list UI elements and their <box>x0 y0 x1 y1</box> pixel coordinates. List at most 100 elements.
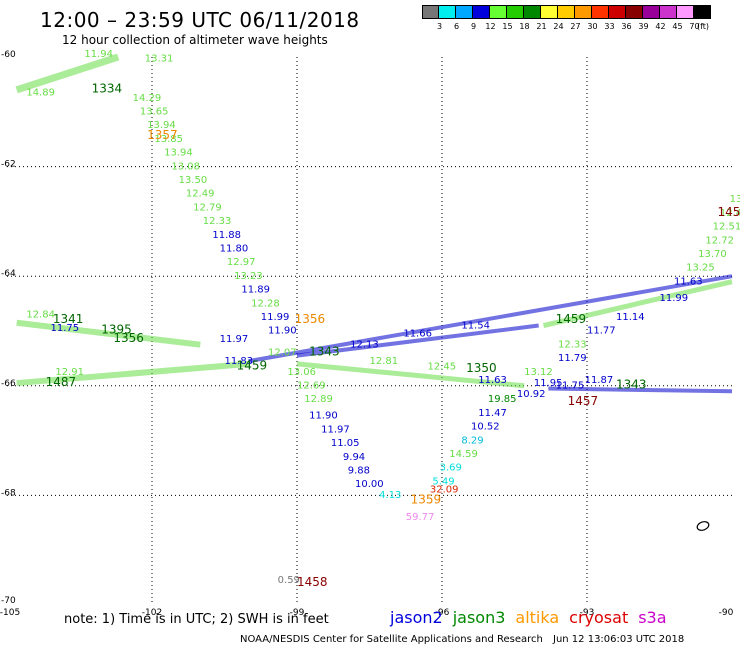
colorbar-swatch <box>456 5 473 19</box>
wave-height-value: 13.08 <box>171 161 200 172</box>
colorbar-swatch <box>558 5 575 19</box>
colorbar-frame <box>422 5 711 19</box>
wave-height-value: 13.50 <box>179 175 208 186</box>
satellite-legend-s3a: s3a <box>638 608 667 627</box>
wave-height-value: 5.49 <box>432 476 454 487</box>
pass-time-label: 1350 <box>466 361 497 375</box>
wave-height-value: 12.49 <box>186 189 215 200</box>
wave-height-value: 11.97 <box>321 424 350 435</box>
wave-height-value: 12.84 <box>26 309 55 320</box>
lon-tick-label: -102 <box>142 608 162 618</box>
satellite-track <box>548 386 733 394</box>
wave-height-value: 13.65 <box>140 107 169 118</box>
colorbar-label: 45 <box>672 22 683 31</box>
wave-height-value: 11.63 <box>674 276 703 287</box>
satellite-track <box>16 319 201 348</box>
satellite-tracks <box>15 53 733 394</box>
wave-height-value: 13.94 <box>147 120 176 131</box>
wave-height-value: 12.33 <box>558 339 587 350</box>
wave-height-value: 11.90 <box>309 411 338 422</box>
wave-height-value: 11.47 <box>478 408 507 419</box>
lat-tick-label: -64 <box>1 269 16 279</box>
pass-time-label: 1357 <box>147 128 178 142</box>
lon-tick-label: -96 <box>435 608 450 618</box>
wave-height-value: 13.12 <box>524 367 553 378</box>
wave-height-value: 11.87 <box>585 375 614 386</box>
wave-height-value: 13.70 <box>698 249 727 260</box>
lat-tick-label: -68 <box>1 488 16 498</box>
lat-tick-label: -60 <box>1 50 16 60</box>
colorbar-swatch <box>439 5 456 19</box>
wave-height-value: 12.44 <box>720 208 740 219</box>
footer-credit: NOAA/NESDIS Center for Satellite Applica… <box>240 634 543 645</box>
wave-height-value: 12.33 <box>203 216 232 227</box>
pass-time-label: 1395 <box>101 323 132 337</box>
colorbar-swatch <box>490 5 507 19</box>
wave-height-value: 10.52 <box>471 422 500 433</box>
lon-tick-label: -99 <box>290 608 305 618</box>
lon-tick-label: -93 <box>580 608 595 618</box>
wave-height-value: 11.75 <box>51 323 80 334</box>
colorbar-label: 21 <box>536 22 547 31</box>
colorbar-label: 18 <box>519 22 530 31</box>
map-title: 12:00 – 23:59 UTC 06/11/2018 <box>40 8 360 32</box>
colorbar-swatch <box>626 5 643 19</box>
wave-height-value: 11.99 <box>261 312 290 323</box>
wave-height-value: 4.13 <box>379 490 401 501</box>
coastline-island <box>696 521 710 531</box>
wave-height-value: 11.97 <box>220 334 249 345</box>
wave-height-value: 11.90 <box>268 326 297 337</box>
pass-time-label: 1343 <box>616 378 647 392</box>
colorbar-unit: (ft) <box>697 22 710 31</box>
map-ticks: -105 -102 -99 -96 -93 -90 -60 -62 -64 -66 -68 -70 <box>0 50 734 618</box>
pass-time-label: 1356 <box>295 312 326 326</box>
map-grid <box>7 57 732 605</box>
colorbar-swatch <box>643 5 660 19</box>
wave-height-value: 12.07 <box>268 348 297 359</box>
colorbar-label: 3 <box>436 22 443 31</box>
colorbar-swatch <box>575 5 592 19</box>
satellite-legend-altika: altika <box>515 608 560 627</box>
satellite-track <box>296 323 539 358</box>
satellite-track <box>542 279 733 328</box>
pass-time-label: 1457 <box>568 394 599 408</box>
wave-height-value: 11.05 <box>331 438 360 449</box>
colorbar-label: 33 <box>604 22 615 31</box>
wave-height-value: 9.94 <box>343 452 365 463</box>
colorbar-swatch <box>609 5 626 19</box>
wave-height-value: 11.95 <box>534 378 563 389</box>
colorbar-swatch <box>660 5 677 19</box>
wave-height-value: 13.23 <box>234 271 263 282</box>
wave-height-value: 11.80 <box>220 244 249 255</box>
wave-height-value: 13.06 <box>287 367 316 378</box>
wave-height-value: 13.85 <box>154 134 183 145</box>
wave-height-value: 3.69 <box>440 463 462 474</box>
wave-height-value: 11.66 <box>403 328 432 339</box>
pass-time-label: 1459 <box>237 358 268 372</box>
wave-height-value: 12.45 <box>428 361 457 372</box>
colorbar-label: 9 <box>470 22 477 31</box>
colorbar-swatch <box>524 5 541 19</box>
map-subtitle: 12 hour collection of altimeter wave hei… <box>62 33 328 47</box>
wave-height-value: 13.25 <box>686 263 715 274</box>
wave-height-value: 12.89 <box>304 394 333 405</box>
colorbar-swatch <box>592 5 609 19</box>
satellite-track <box>296 361 525 389</box>
satellite-legend-jason3: jason3 <box>452 608 506 627</box>
wave-height-value: 13.94 <box>164 148 193 159</box>
colorbar-swatch <box>677 5 694 19</box>
wave-height-value: 12.28 <box>251 298 280 309</box>
colorbar-label: 24 <box>553 22 564 31</box>
pass-time-label: 1487 <box>46 375 77 389</box>
wave-height-value: 8.29 <box>461 435 483 446</box>
lon-tick-label: -105 <box>0 608 20 618</box>
satellite-legend: jason2 jason3 altika cryosat s3a <box>390 608 677 627</box>
pass-time-label: 145 <box>718 205 740 219</box>
wave-height-value: 12.72 <box>705 235 734 246</box>
satellite-legend-cryosat: cryosat <box>569 608 629 627</box>
wave-height-value: 10.00 <box>355 479 384 490</box>
colorbar-swatch <box>541 5 558 19</box>
wave-height-value: 19.85 <box>488 394 517 405</box>
colorbar-label: 42 <box>655 22 666 31</box>
wave-height-value: 14.89 <box>26 87 55 98</box>
